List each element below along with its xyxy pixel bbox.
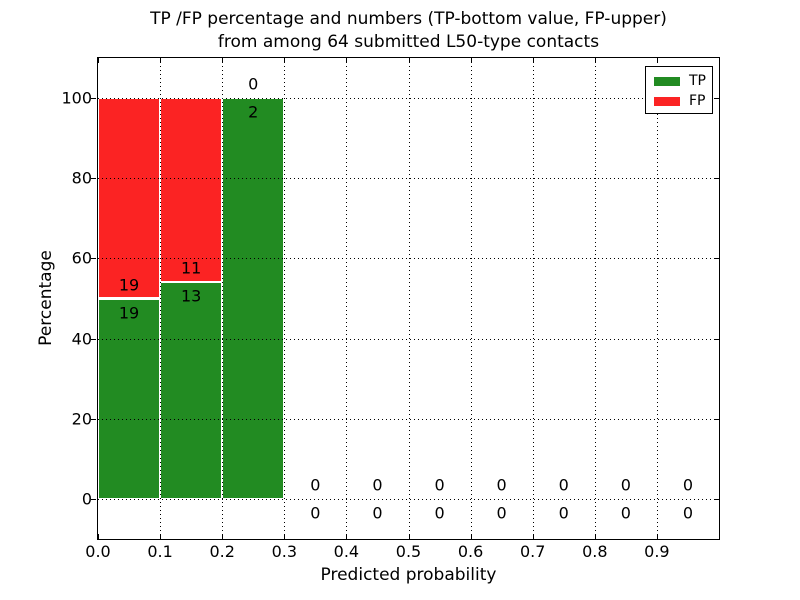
- x-tick-mark: [470, 58, 472, 63]
- y-axis-label: Percentage: [36, 250, 56, 346]
- x-tick-label: 0.6: [457, 542, 484, 561]
- y-tick-mark: [91, 98, 96, 100]
- tp-count-label: 0: [434, 503, 445, 523]
- fp-count-label: 0: [248, 74, 259, 94]
- x-tick-mark: [408, 534, 410, 539]
- fp-count-label: 0: [496, 475, 507, 495]
- x-tick-mark: [470, 534, 472, 539]
- legend-swatch-tp: [654, 76, 680, 86]
- legend: TP FP: [645, 66, 713, 114]
- y-tick-label: 100: [61, 88, 92, 108]
- chart-title-line-1: TP /FP percentage and numbers (TP-bottom…: [150, 9, 667, 29]
- fp-count-label: 0: [682, 475, 694, 495]
- bar-segment-tp: [160, 281, 223, 499]
- legend-item-fp: FP: [654, 91, 712, 111]
- gridline-v: [408, 58, 410, 539]
- gridline-v: [160, 58, 162, 539]
- legend-label-fp: FP: [689, 93, 706, 109]
- fp-count-label: 11: [180, 258, 202, 278]
- fp-count-label: 0: [310, 475, 321, 495]
- tp-count-label: 0: [310, 503, 321, 523]
- y-tick-mark: [91, 178, 96, 180]
- gridline-v: [284, 58, 286, 539]
- x-tick-mark: [222, 534, 224, 539]
- gridline-v: [470, 58, 472, 539]
- x-tick-label: 0.4: [333, 542, 360, 561]
- x-tick-label: 0.0: [85, 542, 111, 561]
- x-tick-mark: [656, 534, 658, 539]
- x-tick-mark: [656, 58, 658, 63]
- x-tick-mark: [532, 58, 534, 63]
- tp-count-label: 0: [558, 503, 569, 523]
- x-tick-label: 0.5: [395, 542, 422, 561]
- chart-title: TP /FP percentage and numbers (TP-bottom…: [98, 8, 719, 54]
- x-tick-label: 0.7: [519, 542, 546, 561]
- x-tick-mark: [284, 58, 286, 63]
- gridline-v: [656, 58, 658, 539]
- y-tick-mark: [714, 338, 719, 340]
- fp-count-label: 0: [372, 475, 383, 495]
- gridline-v: [532, 58, 534, 539]
- tp-count-label: 19: [118, 303, 140, 322]
- x-tick-mark: [594, 58, 596, 63]
- y-tick-mark: [714, 418, 719, 420]
- bar-segment-fp: [160, 98, 223, 282]
- x-tick-mark: [222, 58, 224, 63]
- y-tick-mark: [91, 498, 96, 500]
- y-tick-label: 40: [71, 329, 92, 349]
- x-tick-mark: [408, 58, 410, 63]
- tp-count-label: 0: [372, 503, 383, 523]
- y-tick-label: 0: [81, 489, 92, 509]
- legend-label-tp: TP: [689, 73, 706, 89]
- x-tick-mark: [160, 58, 162, 63]
- x-tick-label: 0.9: [644, 542, 670, 561]
- tp-count-label: 0: [496, 503, 507, 523]
- fp-count-label: 0: [558, 475, 569, 495]
- y-tick-mark: [714, 178, 719, 180]
- bar-segment-fp: [98, 98, 161, 299]
- y-tick-mark: [714, 98, 719, 100]
- y-tick-mark: [714, 258, 719, 260]
- tp-count-label: 13: [180, 286, 202, 306]
- tp-count-label: 0: [682, 503, 694, 523]
- y-tick-mark: [91, 258, 96, 260]
- y-tick-label: 80: [71, 168, 92, 188]
- x-tick-mark: [98, 534, 99, 539]
- fp-count-label: 0: [620, 475, 631, 495]
- fp-count-label: 19: [118, 275, 140, 294]
- tp-count-label: 0: [620, 503, 631, 523]
- x-tick-label: 0.8: [582, 542, 608, 561]
- x-tick-mark: [284, 534, 286, 539]
- legend-swatch-fp: [654, 96, 680, 106]
- x-axis-label: Predicted probability: [320, 565, 497, 585]
- y-tick-label: 20: [71, 409, 92, 429]
- x-tick-mark: [160, 534, 162, 539]
- x-tick-label: 0.2: [209, 542, 235, 561]
- bar-segment-tp: [98, 298, 161, 499]
- x-tick-mark: [346, 58, 348, 63]
- y-tick-mark: [91, 418, 96, 420]
- x-tick-mark: [532, 534, 534, 539]
- y-tick-mark: [714, 498, 719, 500]
- tp-count-label: 2: [248, 102, 259, 122]
- x-tick-mark: [594, 534, 596, 539]
- gridline-v: [222, 58, 224, 539]
- fp-count-label: 0: [434, 475, 445, 495]
- y-tick-mark: [91, 338, 96, 340]
- y-tick-label: 60: [71, 248, 92, 268]
- x-tick-label: 0.1: [147, 542, 173, 561]
- plot-area: TP FP 0 20 40 60 80 100 0.0 0.1 0.2 0.3 0.4 0.5 0.6 0.…: [61, 57, 720, 561]
- legend-item-tp: TP: [654, 71, 712, 91]
- gridline-v: [594, 58, 596, 539]
- bar-segment-tp: [222, 98, 285, 499]
- x-tick-mark: [98, 58, 99, 63]
- x-tick-label: 0.3: [271, 542, 298, 561]
- chart-title-line-2: from among 64 submitted L50-type contact…: [217, 32, 600, 52]
- gridline-v: [346, 58, 348, 539]
- x-tick-mark: [346, 534, 348, 539]
